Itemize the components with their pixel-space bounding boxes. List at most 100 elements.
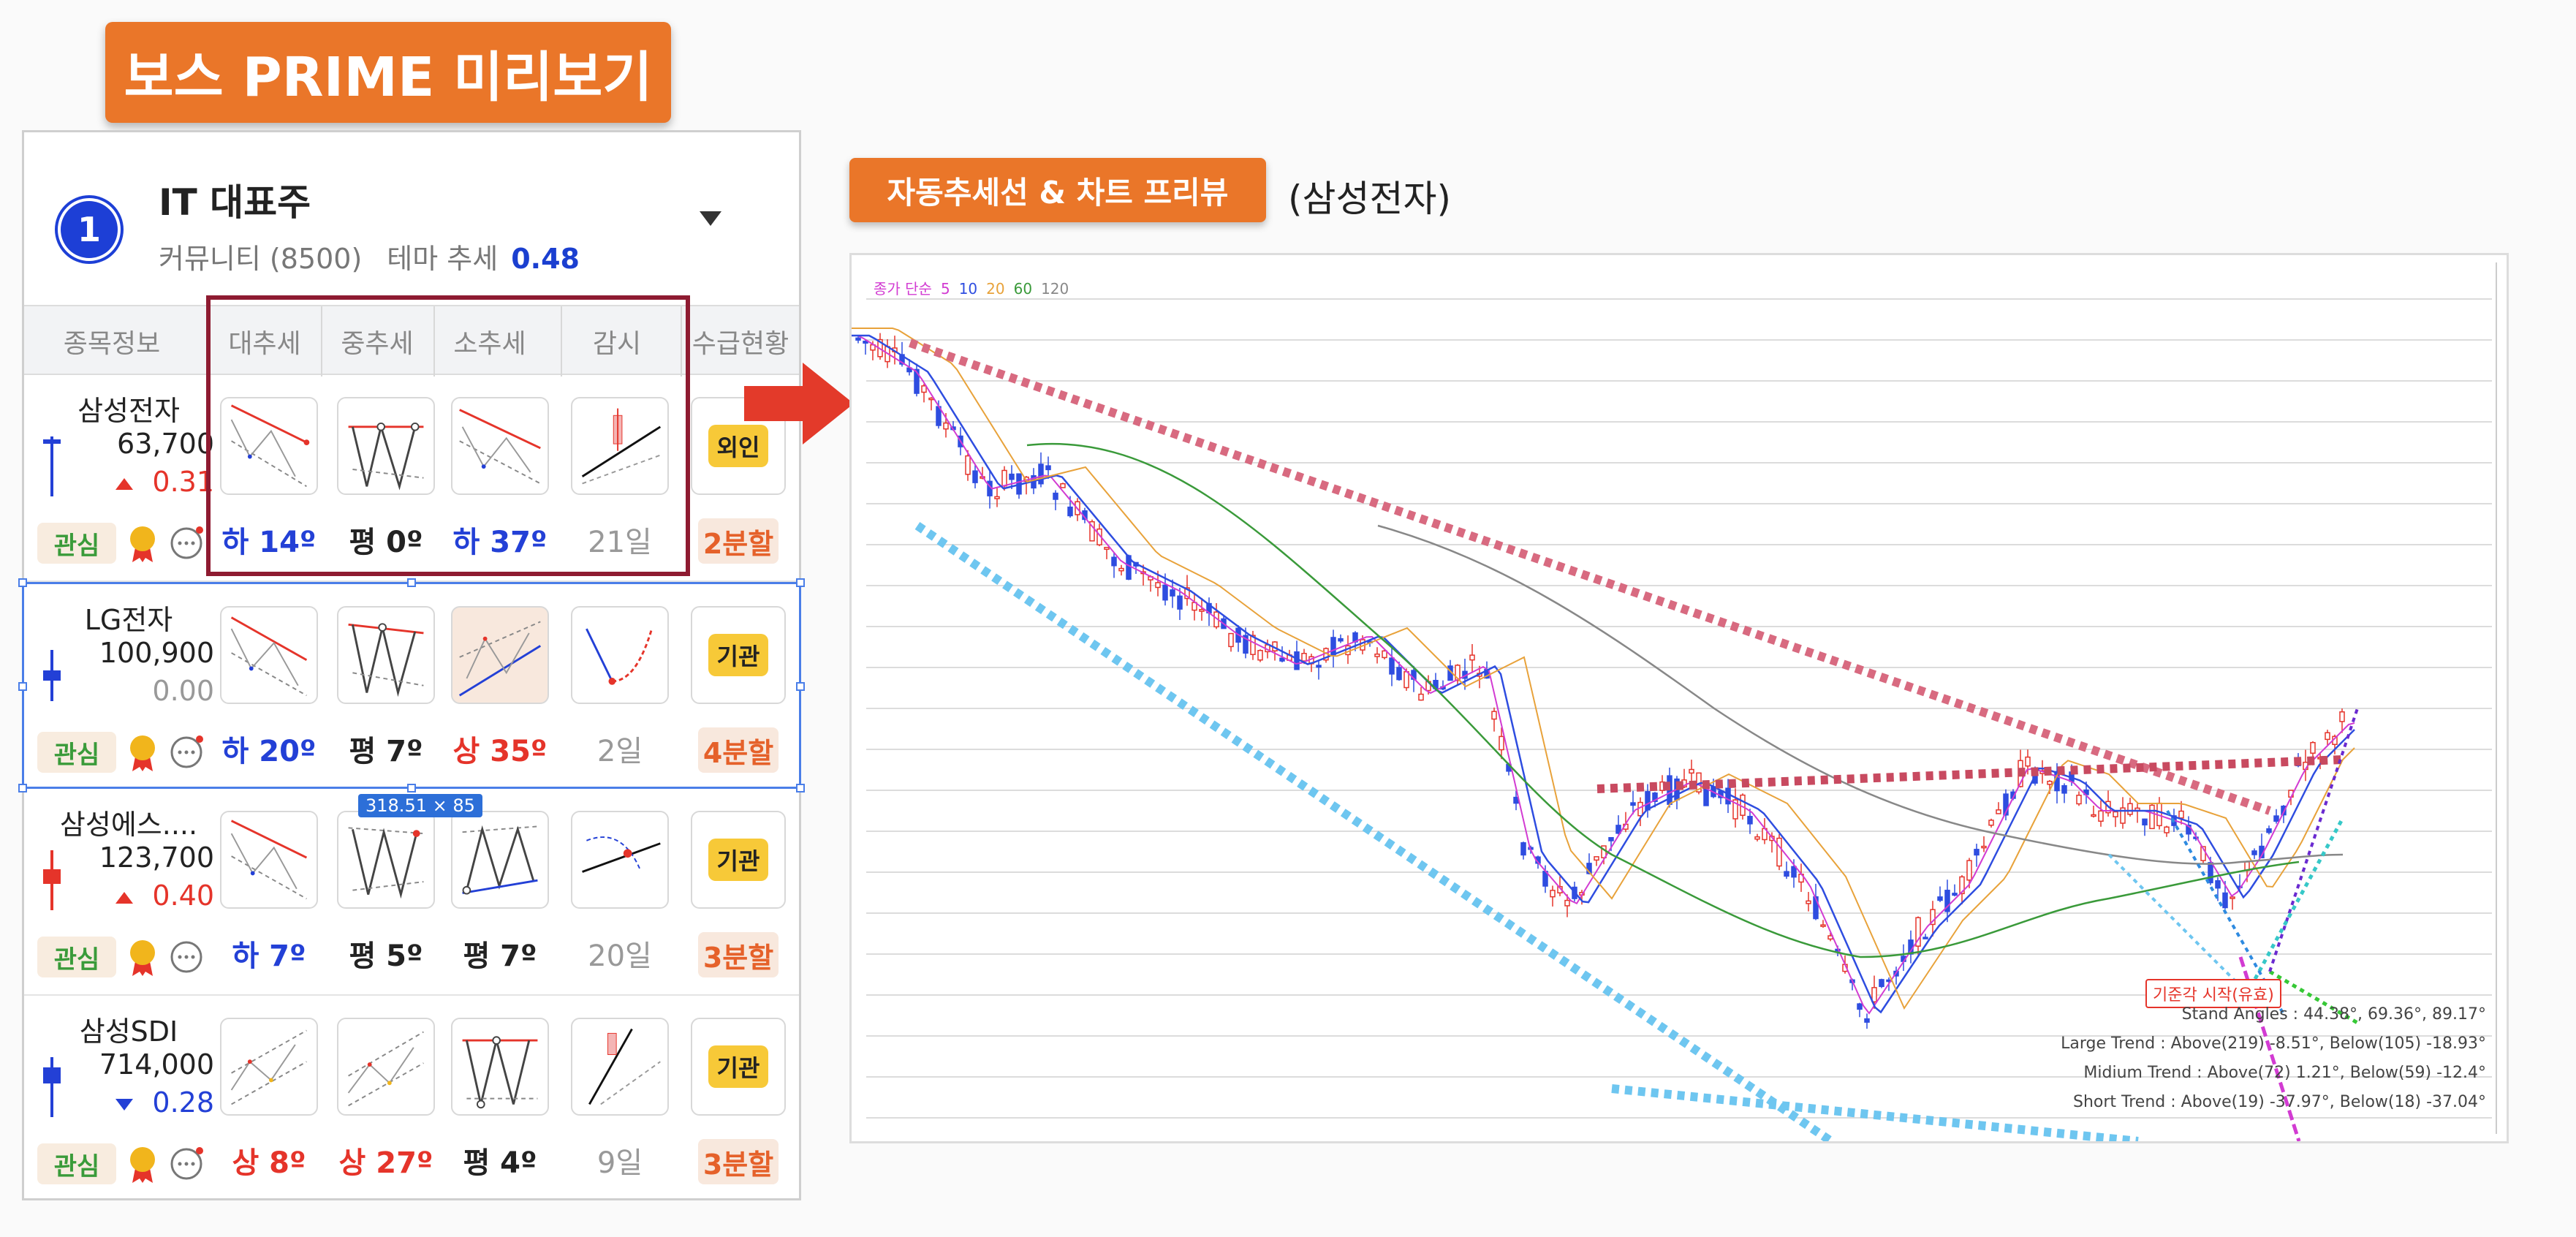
theme-trend-value: 0.48 bbox=[511, 243, 580, 275]
large-trend-angle: 하 14º bbox=[221, 526, 317, 559]
chart-preview[interactable]: 종가 단순 5 10 20 60 120 기준각 시작(유효) Stand Angles … bbox=[849, 253, 2509, 1143]
candle-body bbox=[943, 422, 949, 430]
candle-body bbox=[1038, 464, 1044, 485]
split-button[interactable]: 2분할 bbox=[698, 518, 779, 564]
resize-handle[interactable] bbox=[796, 682, 805, 691]
medium-trend-thumbnail[interactable] bbox=[337, 606, 435, 704]
investor-box[interactable]: 기관 bbox=[691, 1018, 786, 1116]
dropdown-icon[interactable] bbox=[700, 211, 721, 226]
table-row[interactable]: 삼성SDI 714,000 0.28 관심 상 8º 상 27º 평 4º 9일… bbox=[24, 996, 799, 1203]
large-trend-upper bbox=[909, 338, 2271, 815]
candle-body bbox=[1491, 711, 1497, 720]
candle-body bbox=[1279, 657, 1285, 662]
candle-body bbox=[1806, 900, 1811, 904]
split-button[interactable]: 3분할 bbox=[698, 1139, 779, 1184]
medium-trend-angle: 평 5º bbox=[349, 939, 423, 973]
candle-body bbox=[1455, 665, 1461, 681]
table-row[interactable]: 삼성에스.... 123,700 0.40 관심 하 7º 평 5º 평 7º … bbox=[24, 789, 799, 996]
investor-tag: 외인 bbox=[708, 425, 769, 467]
comment-icon[interactable] bbox=[167, 735, 205, 770]
small-trend-thumbnail[interactable] bbox=[451, 397, 549, 495]
stock-name[interactable]: 삼성전자 bbox=[77, 395, 180, 427]
medium-trend-thumbnail[interactable] bbox=[337, 397, 435, 495]
resize-handle[interactable] bbox=[407, 784, 416, 792]
resize-handle[interactable] bbox=[18, 784, 27, 792]
stock-change: 0.31 bbox=[68, 466, 214, 498]
large-trend-thumbnail[interactable] bbox=[220, 811, 318, 909]
investor-box[interactable]: 기관 bbox=[691, 606, 786, 704]
candle-body bbox=[863, 340, 868, 344]
watch-button[interactable]: 관심 bbox=[37, 1143, 116, 1184]
candle-body bbox=[1930, 909, 1936, 926]
stock-name[interactable]: 삼성SDI bbox=[79, 1015, 178, 1048]
candle-body bbox=[1952, 893, 1958, 896]
stats-line: Short Trend : Above(19) -37.97°, Below(1… bbox=[2073, 1093, 2486, 1111]
watch-thumbnail[interactable] bbox=[571, 606, 669, 704]
comment-icon[interactable] bbox=[167, 939, 205, 975]
community-count: 커뮤니티 (8500) bbox=[159, 243, 363, 275]
candle-body bbox=[1111, 556, 1117, 567]
resize-handle[interactable] bbox=[18, 578, 27, 587]
candle-body bbox=[1009, 473, 1015, 480]
watch-button[interactable]: 관심 bbox=[37, 937, 116, 977]
investor-box[interactable]: 기관 bbox=[691, 811, 786, 909]
large-trend-thumbnail[interactable] bbox=[220, 606, 318, 704]
candle-body bbox=[914, 368, 920, 394]
watch-thumbnail[interactable] bbox=[571, 811, 669, 909]
candle-body bbox=[1871, 987, 1877, 1003]
watch-thumbnail[interactable] bbox=[571, 1018, 669, 1116]
resize-handle[interactable] bbox=[796, 578, 805, 587]
ma-line bbox=[852, 335, 2355, 1015]
preview-caption: (삼성전자) bbox=[1288, 178, 1452, 220]
small-trend-thumbnail[interactable] bbox=[451, 1018, 549, 1116]
candle-body bbox=[1630, 802, 1636, 806]
candle-body bbox=[1520, 842, 1526, 856]
watch-thumbnail[interactable] bbox=[571, 397, 669, 495]
watch-button[interactable]: 관심 bbox=[37, 732, 116, 773]
small-trend-thumbnail[interactable] bbox=[451, 811, 549, 909]
large-trend-thumbnail[interactable] bbox=[220, 397, 318, 495]
candle-body bbox=[1382, 650, 1387, 659]
medal-icon[interactable] bbox=[126, 938, 159, 977]
comment-icon[interactable] bbox=[167, 526, 205, 561]
candle-body bbox=[1499, 735, 1504, 751]
split-button[interactable]: 4분할 bbox=[698, 727, 779, 773]
watch-button[interactable]: 관심 bbox=[37, 523, 116, 564]
theme-header[interactable]: 1 IT 대표주 커뮤니티 (8500) 테마 추세 0.48 bbox=[24, 132, 799, 305]
candle-body bbox=[1067, 506, 1073, 517]
stock-change: 0.28 bbox=[68, 1086, 214, 1119]
candle-body bbox=[2076, 795, 2082, 805]
rank-badge: 1 bbox=[58, 198, 121, 261]
medium-trend-thumbnail[interactable] bbox=[337, 1018, 435, 1116]
legend-ma10: 10 bbox=[958, 280, 978, 298]
candle-body bbox=[1594, 856, 1599, 861]
medal-icon[interactable] bbox=[126, 733, 159, 773]
table-row[interactable]: LG전자 100,900 0.00 관심 하 20º 평 7º 상 35º 2일… bbox=[18, 578, 805, 792]
candle-body bbox=[1513, 796, 1519, 804]
resize-handle[interactable] bbox=[18, 682, 27, 691]
stock-name[interactable]: 삼성에스.... bbox=[59, 809, 198, 841]
theme-subinfo: 커뮤니티 (8500) 테마 추세 0.48 bbox=[159, 236, 580, 276]
resize-handle[interactable] bbox=[407, 578, 416, 587]
large-trend-thumbnail[interactable] bbox=[220, 1018, 318, 1116]
watch-days: 2일 bbox=[596, 735, 643, 768]
candle-body bbox=[2142, 818, 2148, 826]
stock-name[interactable]: LG전자 bbox=[84, 604, 173, 636]
medal-icon[interactable] bbox=[126, 524, 159, 564]
change-value: 0.00 bbox=[152, 675, 214, 707]
start-angle-tag: 기준각 시작(유효) bbox=[2145, 979, 2281, 1008]
candle-body bbox=[2339, 711, 2345, 722]
medal-icon[interactable] bbox=[126, 1145, 159, 1184]
small-trend-thumbnail[interactable] bbox=[451, 606, 549, 704]
resize-handle[interactable] bbox=[796, 784, 805, 792]
candle-body bbox=[1857, 1003, 1863, 1010]
preview-title: 자동추세선 & 차트 프리뷰 bbox=[887, 174, 1229, 211]
comment-icon[interactable] bbox=[167, 1146, 205, 1181]
medium-trend-thumbnail[interactable] bbox=[337, 811, 435, 909]
split-button[interactable]: 3분할 bbox=[698, 932, 779, 977]
candle-body bbox=[1338, 638, 1344, 642]
candle-body bbox=[2186, 824, 2192, 835]
col-stock-info: 종목정보 bbox=[63, 329, 161, 359]
stock-change: 0.40 bbox=[68, 879, 214, 912]
candle-body bbox=[2178, 810, 2184, 819]
